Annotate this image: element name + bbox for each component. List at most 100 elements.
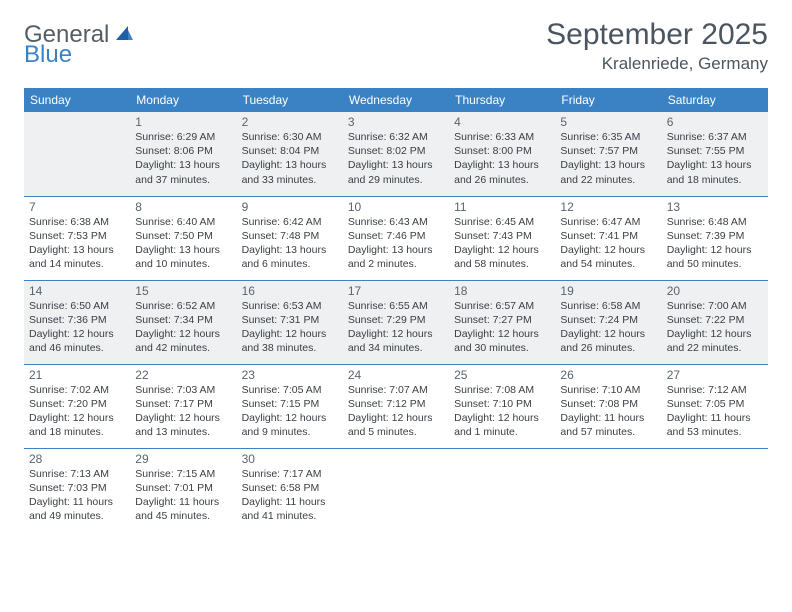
calendar-week: 28Sunrise: 7:13 AMSunset: 7:03 PMDayligh… (24, 448, 768, 532)
daylight-line: Daylight: 12 hours (667, 327, 763, 341)
daylight-line: and 33 minutes. (242, 173, 338, 187)
calendar-cell: 27Sunrise: 7:12 AMSunset: 7:05 PMDayligh… (662, 364, 768, 448)
daylight-line: and 49 minutes. (29, 509, 125, 523)
daylight-line: Daylight: 12 hours (454, 327, 550, 341)
calendar-cell: 5Sunrise: 6:35 AMSunset: 7:57 PMDaylight… (555, 112, 661, 196)
weekday-header: Friday (555, 88, 661, 112)
sunset-line: Sunset: 6:58 PM (242, 481, 338, 495)
calendar-cell: 12Sunrise: 6:47 AMSunset: 7:41 PMDayligh… (555, 196, 661, 280)
daylight-line: Daylight: 13 hours (454, 158, 550, 172)
sunrise-line: Sunrise: 6:42 AM (242, 215, 338, 229)
sunrise-line: Sunrise: 6:37 AM (667, 130, 763, 144)
sunset-line: Sunset: 7:03 PM (29, 481, 125, 495)
sunrise-line: Sunrise: 6:55 AM (348, 299, 444, 313)
day-number: 25 (454, 368, 550, 382)
calendar-cell (449, 448, 555, 532)
daylight-line: and 34 minutes. (348, 341, 444, 355)
daylight-line: and 50 minutes. (667, 257, 763, 271)
sunset-line: Sunset: 8:06 PM (135, 144, 231, 158)
daylight-line: and 26 minutes. (560, 341, 656, 355)
calendar-cell: 22Sunrise: 7:03 AMSunset: 7:17 PMDayligh… (130, 364, 236, 448)
sunrise-line: Sunrise: 6:58 AM (560, 299, 656, 313)
sunrise-line: Sunrise: 6:32 AM (348, 130, 444, 144)
calendar-cell: 8Sunrise: 6:40 AMSunset: 7:50 PMDaylight… (130, 196, 236, 280)
calendar-cell: 30Sunrise: 7:17 AMSunset: 6:58 PMDayligh… (237, 448, 343, 532)
calendar-cell: 4Sunrise: 6:33 AMSunset: 8:00 PMDaylight… (449, 112, 555, 196)
sunset-line: Sunset: 8:00 PM (454, 144, 550, 158)
day-number: 19 (560, 284, 656, 298)
calendar-table: SundayMondayTuesdayWednesdayThursdayFrid… (24, 88, 768, 532)
calendar-cell: 2Sunrise: 6:30 AMSunset: 8:04 PMDaylight… (237, 112, 343, 196)
daylight-line: and 18 minutes. (29, 425, 125, 439)
sunrise-line: Sunrise: 7:07 AM (348, 383, 444, 397)
sunrise-line: Sunrise: 7:03 AM (135, 383, 231, 397)
day-number: 14 (29, 284, 125, 298)
calendar-cell (24, 112, 130, 196)
sunset-line: Sunset: 7:01 PM (135, 481, 231, 495)
day-number: 16 (242, 284, 338, 298)
weekday-header: Tuesday (237, 88, 343, 112)
calendar-cell: 6Sunrise: 6:37 AMSunset: 7:55 PMDaylight… (662, 112, 768, 196)
sunrise-line: Sunrise: 6:38 AM (29, 215, 125, 229)
day-number: 5 (560, 115, 656, 129)
sunrise-line: Sunrise: 7:05 AM (242, 383, 338, 397)
daylight-line: Daylight: 11 hours (560, 411, 656, 425)
daylight-line: and 30 minutes. (454, 341, 550, 355)
sunset-line: Sunset: 8:04 PM (242, 144, 338, 158)
sunrise-line: Sunrise: 6:50 AM (29, 299, 125, 313)
sunset-line: Sunset: 7:50 PM (135, 229, 231, 243)
day-number: 6 (667, 115, 763, 129)
day-number: 1 (135, 115, 231, 129)
daylight-line: and 42 minutes. (135, 341, 231, 355)
calendar-cell: 29Sunrise: 7:15 AMSunset: 7:01 PMDayligh… (130, 448, 236, 532)
sunrise-line: Sunrise: 7:17 AM (242, 467, 338, 481)
sunset-line: Sunset: 7:46 PM (348, 229, 444, 243)
sail-icon (114, 24, 134, 44)
calendar-cell: 17Sunrise: 6:55 AMSunset: 7:29 PMDayligh… (343, 280, 449, 364)
day-number: 8 (135, 200, 231, 214)
sunset-line: Sunset: 7:39 PM (667, 229, 763, 243)
title-block: September 2025 Kralenriede, Germany (546, 18, 768, 74)
day-number: 23 (242, 368, 338, 382)
sunrise-line: Sunrise: 7:13 AM (29, 467, 125, 481)
daylight-line: and 26 minutes. (454, 173, 550, 187)
daylight-line: Daylight: 11 hours (29, 495, 125, 509)
daylight-line: Daylight: 12 hours (348, 327, 444, 341)
sunset-line: Sunset: 7:12 PM (348, 397, 444, 411)
day-number: 18 (454, 284, 550, 298)
day-number: 4 (454, 115, 550, 129)
daylight-line: Daylight: 13 hours (667, 158, 763, 172)
sunrise-line: Sunrise: 7:02 AM (29, 383, 125, 397)
calendar-cell: 26Sunrise: 7:10 AMSunset: 7:08 PMDayligh… (555, 364, 661, 448)
weekday-header: Thursday (449, 88, 555, 112)
daylight-line: Daylight: 11 hours (242, 495, 338, 509)
calendar-cell: 11Sunrise: 6:45 AMSunset: 7:43 PMDayligh… (449, 196, 555, 280)
daylight-line: Daylight: 13 hours (242, 243, 338, 257)
sunset-line: Sunset: 7:27 PM (454, 313, 550, 327)
sunset-line: Sunset: 7:22 PM (667, 313, 763, 327)
daylight-line: Daylight: 13 hours (348, 243, 444, 257)
daylight-line: and 22 minutes. (560, 173, 656, 187)
calendar-cell: 1Sunrise: 6:29 AMSunset: 8:06 PMDaylight… (130, 112, 236, 196)
daylight-line: Daylight: 12 hours (454, 243, 550, 257)
sunset-line: Sunset: 7:57 PM (560, 144, 656, 158)
daylight-line: Daylight: 12 hours (242, 327, 338, 341)
sunrise-line: Sunrise: 6:30 AM (242, 130, 338, 144)
day-number: 26 (560, 368, 656, 382)
sunrise-line: Sunrise: 7:00 AM (667, 299, 763, 313)
location: Kralenriede, Germany (546, 54, 768, 74)
sunset-line: Sunset: 8:02 PM (348, 144, 444, 158)
sunrise-line: Sunrise: 6:43 AM (348, 215, 444, 229)
day-number: 29 (135, 452, 231, 466)
day-number: 28 (29, 452, 125, 466)
weekday-header: Sunday (24, 88, 130, 112)
daylight-line: Daylight: 13 hours (135, 243, 231, 257)
calendar-cell (662, 448, 768, 532)
weekday-header: Monday (130, 88, 236, 112)
daylight-line: and 58 minutes. (454, 257, 550, 271)
calendar-cell (555, 448, 661, 532)
daylight-line: and 18 minutes. (667, 173, 763, 187)
sunset-line: Sunset: 7:17 PM (135, 397, 231, 411)
sunset-line: Sunset: 7:43 PM (454, 229, 550, 243)
sunset-line: Sunset: 7:31 PM (242, 313, 338, 327)
